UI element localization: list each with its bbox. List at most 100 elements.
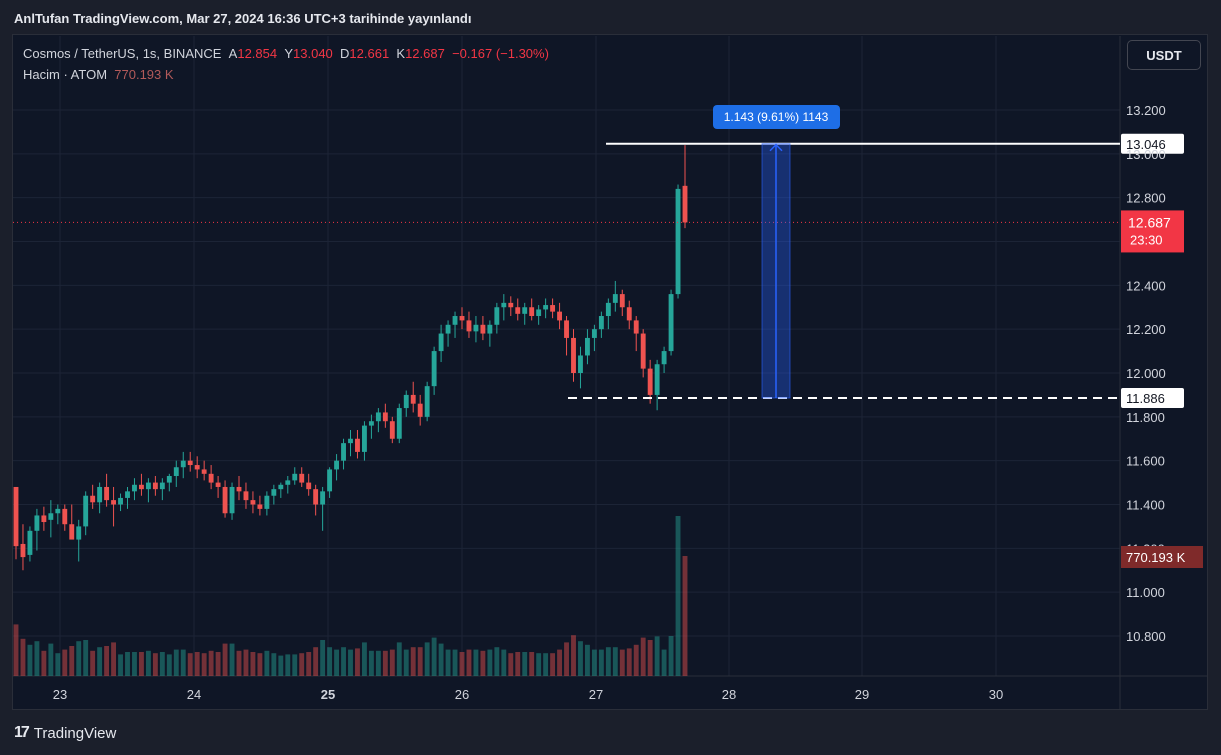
- candle-body: [633, 320, 639, 334]
- volume-bar: [619, 649, 625, 676]
- volume-bar: [250, 652, 256, 676]
- x-tick-label: 30: [989, 687, 1003, 702]
- y-tick-label: 13.000: [1126, 147, 1166, 162]
- volume-bar: [159, 652, 165, 676]
- volume-bar: [438, 643, 444, 676]
- measure-arrow-head: [769, 143, 783, 152]
- tradingview-logo[interactable]: 17 TradingView: [14, 724, 116, 742]
- volume-bar: [591, 649, 597, 676]
- volume-bar: [215, 652, 221, 676]
- candle-body: [341, 443, 346, 461]
- candle-body: [438, 333, 444, 352]
- volume-bar: [180, 649, 186, 676]
- volume-bar: [229, 643, 235, 676]
- candle-body: [166, 476, 172, 483]
- candle-body: [459, 316, 465, 321]
- x-tick-label: 27: [589, 687, 603, 702]
- volume-bar: [285, 654, 291, 676]
- volume-bar: [118, 654, 123, 676]
- volume-bar: [222, 643, 228, 676]
- volume-bar: [208, 650, 214, 676]
- volume-bar: [20, 638, 26, 676]
- candle-body: [76, 526, 82, 540]
- volume-bar: [125, 652, 130, 676]
- price-levels: 13.046 11.886: [568, 133, 1184, 408]
- volume-bar: [34, 641, 40, 676]
- chart-frame[interactable]: [12, 34, 1208, 710]
- volume-bar: [654, 636, 660, 676]
- y-tick-label: 12.800: [1126, 191, 1166, 206]
- volume-bar: [382, 650, 388, 676]
- x-tick-label: 23: [53, 687, 67, 702]
- candle-body: [494, 307, 500, 325]
- candle-body: [243, 491, 249, 501]
- volume-bar: [668, 636, 674, 676]
- candle-body: [229, 486, 235, 514]
- candle-body: [145, 482, 151, 490]
- volume-bar: [661, 649, 667, 676]
- y-tick-label: 11.400: [1126, 498, 1165, 513]
- volume-bar: [578, 641, 583, 676]
- volume-bar: [403, 649, 409, 676]
- level-label: 11.886: [1126, 391, 1165, 406]
- candle-body: [654, 364, 660, 395]
- volume-bar: [571, 635, 576, 676]
- volume-bar: [90, 650, 96, 676]
- candle-body: [361, 425, 367, 452]
- x-tick-label: 24: [187, 687, 201, 702]
- legend-open-label: A: [228, 46, 238, 61]
- y-tick-label: 11.800: [1126, 410, 1165, 425]
- volume-bar: [445, 649, 451, 676]
- y-tick-label: 11.600: [1126, 454, 1165, 469]
- volume-bar: [320, 640, 326, 676]
- volume-bar: [83, 640, 89, 676]
- volume-bar: [341, 647, 346, 676]
- volume-bar: [111, 642, 117, 676]
- legend-close-label: K: [396, 46, 406, 61]
- candle-body: [173, 467, 179, 477]
- candle-body: [487, 324, 493, 334]
- candle-body: [550, 305, 556, 312]
- candle-body: [138, 484, 144, 490]
- candle-body: [152, 482, 158, 490]
- candle-body: [466, 320, 472, 332]
- candle-body: [264, 495, 270, 509]
- legend-volume-value: 770.193 K: [114, 67, 174, 82]
- candle-body: [111, 500, 117, 505]
- volume-bar: [306, 652, 312, 676]
- candle-body: [543, 305, 549, 310]
- volume-bar: [501, 649, 507, 676]
- price-axis: 13.20013.00012.80012.60012.40012.20012.0…: [1121, 103, 1203, 644]
- candle-body: [187, 460, 193, 466]
- candles: [13, 145, 1120, 571]
- candle-body: [69, 524, 75, 540]
- candle-body: [320, 491, 326, 505]
- candle-body: [327, 469, 333, 492]
- candle-body: [626, 307, 632, 321]
- candle-body: [292, 473, 298, 481]
- candle-body: [522, 307, 528, 314]
- tradingview-logo-text: TradingView: [33, 724, 117, 742]
- volume-bar: [626, 648, 632, 676]
- currency-button[interactable]: USDT: [1127, 40, 1201, 70]
- volume-bar: [334, 649, 340, 676]
- legend-volume-label: Hacim · ATOM: [23, 67, 108, 82]
- candle-body: [334, 460, 340, 470]
- candle-body: [20, 543, 26, 558]
- candle-body: [480, 324, 486, 334]
- candle-body: [194, 465, 200, 470]
- legend-open: 12.854: [237, 46, 278, 61]
- candle-body: [605, 302, 611, 317]
- volume-bar: [187, 653, 193, 676]
- candle-body: [452, 316, 458, 325]
- candle-body: [83, 495, 89, 527]
- volume-bar: [494, 647, 500, 676]
- measure-tool: 1.143 (9.61%) 1143: [713, 105, 840, 399]
- candle-body: [668, 294, 674, 352]
- volume-bar: [682, 556, 688, 676]
- volume-bar: [361, 642, 367, 676]
- candle-body: [536, 309, 542, 317]
- volume-bar: [515, 652, 521, 676]
- candle-body: [578, 355, 583, 373]
